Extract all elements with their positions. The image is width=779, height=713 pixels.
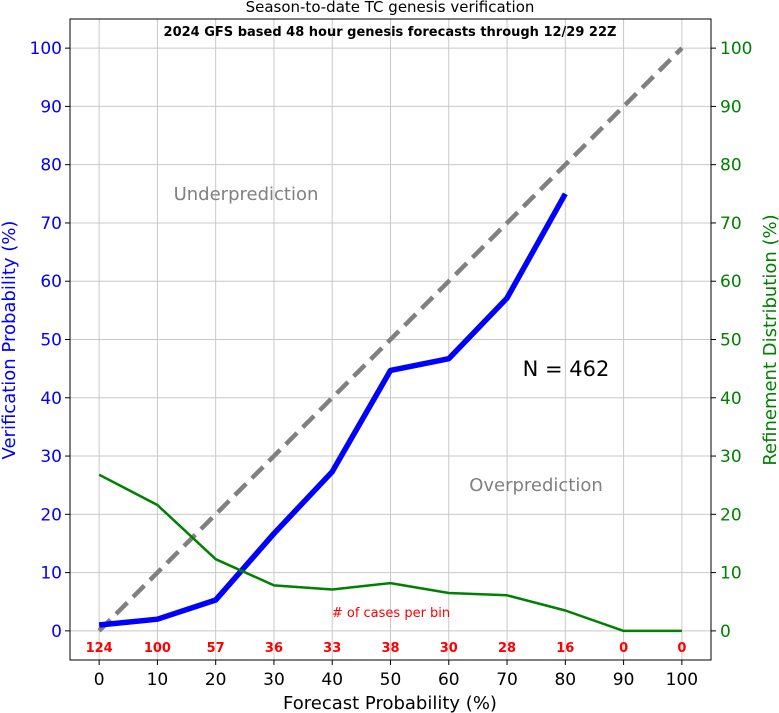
y-left-tick-label: 80 bbox=[40, 156, 62, 176]
case-count-label: 100 bbox=[144, 641, 171, 656]
y-left-tick-label: 70 bbox=[40, 214, 62, 234]
overprediction-label: Overprediction bbox=[469, 475, 603, 496]
axis-ticks: 0 10 20 30 40 50 60 70 80 90 100 0 0 10 10 20 20 30 30 40 40… bbox=[30, 39, 753, 690]
verification-line bbox=[98, 192, 568, 628]
x-tick-label: 0 bbox=[94, 670, 105, 690]
y-right-tick-label: 30 bbox=[720, 447, 742, 467]
y-right-tick-label: 60 bbox=[720, 272, 742, 292]
case-count-label: 38 bbox=[381, 641, 399, 656]
sample-size-label: N = 462 bbox=[523, 357, 610, 381]
case-count-label: 30 bbox=[440, 641, 458, 656]
case-count-label: 124 bbox=[86, 641, 113, 656]
y-left-tick-label: 90 bbox=[40, 97, 62, 117]
refinement-line bbox=[98, 473, 682, 633]
x-tick-label: 30 bbox=[263, 670, 285, 690]
y-axis-right-label: Refinement Distribution (%) bbox=[760, 214, 779, 465]
y-right-tick-label: 70 bbox=[720, 214, 742, 234]
x-tick-label: 60 bbox=[438, 670, 460, 690]
y-left-tick-label: 40 bbox=[40, 389, 62, 409]
x-tick-label: 50 bbox=[380, 670, 402, 690]
case-counts: 124 100 57 36 33 38 30 28 16 0 0 bbox=[86, 641, 687, 656]
x-tick-label: 80 bbox=[554, 670, 576, 690]
y-right-tick-label: 0 bbox=[720, 622, 731, 642]
x-tick-label: 20 bbox=[205, 670, 227, 690]
underprediction-label: Underprediction bbox=[174, 184, 319, 205]
x-tick-label: 40 bbox=[321, 670, 343, 690]
case-count-label: 36 bbox=[265, 641, 283, 656]
case-count-label: 57 bbox=[207, 641, 225, 656]
y-left-tick-label: 10 bbox=[40, 564, 62, 584]
x-tick-label: 100 bbox=[666, 670, 698, 690]
case-count-label: 0 bbox=[619, 641, 628, 656]
case-count-label: 0 bbox=[677, 641, 686, 656]
perfect-reliability-line bbox=[97, 46, 684, 633]
y-axis-left-label: Verification Probability (%) bbox=[0, 221, 20, 460]
y-right-tick-label: 40 bbox=[720, 389, 742, 409]
y-left-tick-label: 0 bbox=[51, 622, 62, 642]
x-tick-label: 70 bbox=[496, 670, 518, 690]
y-left-tick-label: 60 bbox=[40, 272, 62, 292]
y-left-tick-label: 30 bbox=[40, 447, 62, 467]
x-axis-label: Forecast Probability (%) bbox=[283, 693, 497, 713]
y-right-tick-label: 50 bbox=[720, 331, 742, 351]
y-right-tick-label: 90 bbox=[720, 97, 742, 117]
y-left-tick-label: 100 bbox=[30, 39, 62, 59]
y-left-tick-label: 50 bbox=[40, 331, 62, 351]
chart-subtitle: 2024 GFS based 48 hour genesis forecasts… bbox=[164, 25, 617, 40]
y-left-tick-label: 20 bbox=[40, 505, 62, 525]
y-right-tick-label: 80 bbox=[720, 156, 742, 176]
cases-per-bin-label: # of cases per bin bbox=[332, 606, 450, 621]
series-layer bbox=[97, 46, 684, 633]
case-count-label: 28 bbox=[498, 641, 516, 656]
y-right-tick-label: 100 bbox=[720, 39, 752, 59]
y-right-tick-label: 20 bbox=[720, 505, 742, 525]
x-tick-label: 90 bbox=[613, 670, 635, 690]
case-count-label: 16 bbox=[556, 641, 574, 656]
chart-title: Season-to-date TC genesis verification bbox=[246, 0, 535, 16]
x-tick-label: 10 bbox=[147, 670, 169, 690]
y-right-tick-label: 10 bbox=[720, 564, 742, 584]
case-count-label: 33 bbox=[323, 641, 341, 656]
grid bbox=[70, 19, 711, 660]
